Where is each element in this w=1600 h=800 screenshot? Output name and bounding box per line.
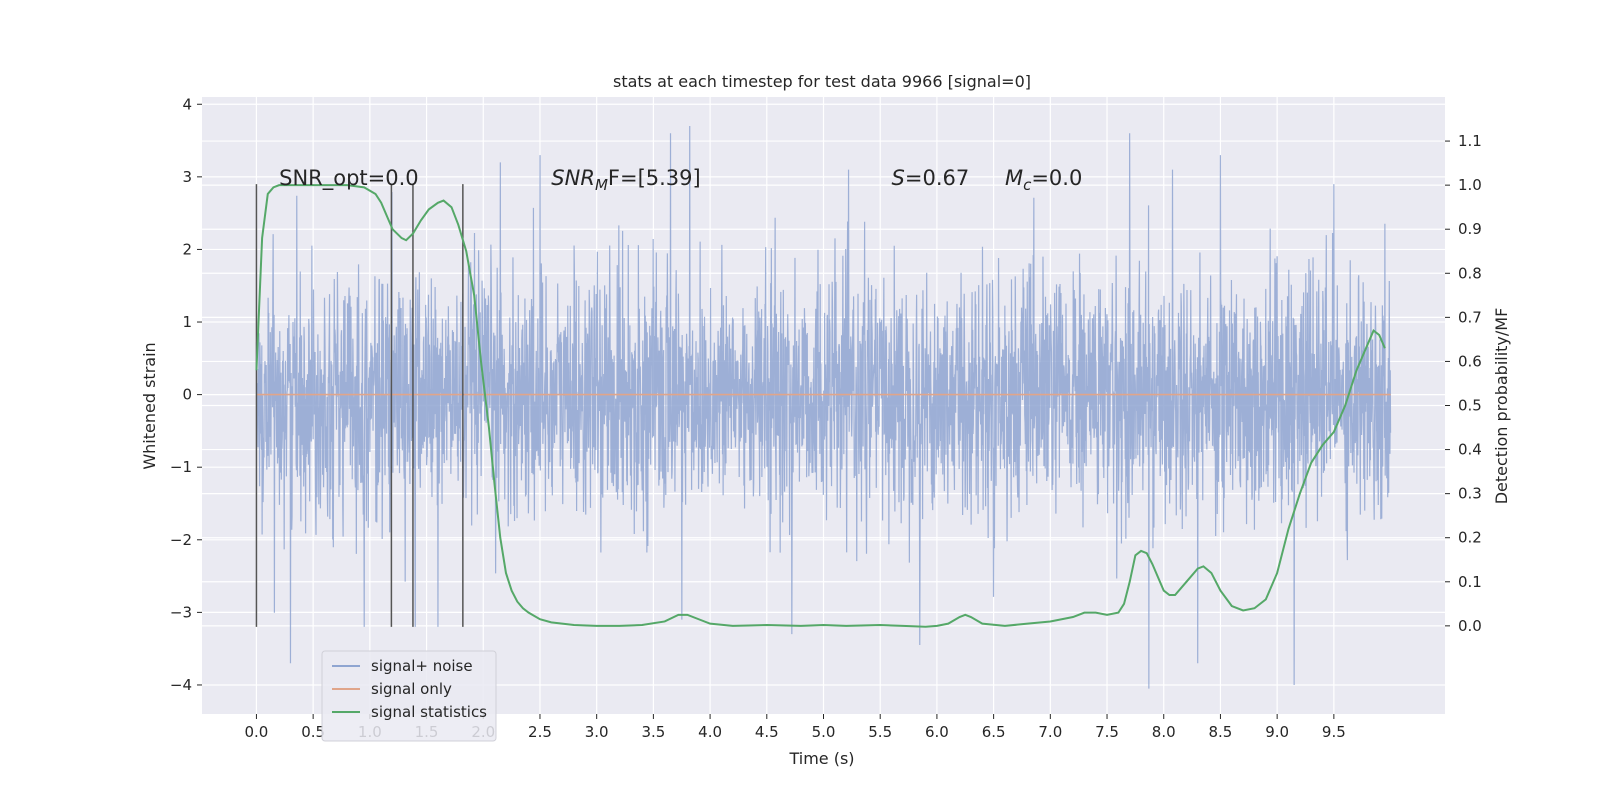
x-tick-label: 0.5: [301, 723, 325, 741]
y-right-tick-label: 1.1: [1458, 132, 1482, 150]
y-right-tick-label: 0.5: [1458, 397, 1482, 415]
annotation-3: Mc=0.0: [1005, 166, 1082, 194]
x-tick-label: 0.0: [245, 723, 269, 741]
y-right-tick-label: 0.7: [1458, 308, 1482, 326]
y-left-tick-label: 4: [182, 95, 192, 113]
x-tick-label: 7.0: [1038, 723, 1062, 741]
x-tick-label: 8.0: [1152, 723, 1176, 741]
chart-title: stats at each timestep for test data 996…: [613, 72, 1031, 91]
y-left-tick-label: 2: [182, 240, 192, 258]
annotation-0: SNR_opt=0.0: [279, 166, 419, 191]
x-tick-label: 8.5: [1209, 723, 1233, 741]
y-left-tick-label: 3: [182, 168, 192, 186]
y-right-tick-label: 0.4: [1458, 441, 1482, 459]
series-signal-plus-noise: [255, 126, 1392, 689]
annotation-1: SNRMF=[5.39]: [551, 166, 700, 194]
x-tick-label: 5.5: [868, 723, 892, 741]
plot-area: 0.00.51.01.52.02.53.03.54.04.55.05.56.06…: [170, 95, 1482, 742]
y-left-axis-label: Whitened strain: [140, 342, 159, 469]
y-right-tick-label: 0.0: [1458, 617, 1482, 635]
y-right-tick-label: 0.1: [1458, 573, 1482, 591]
y-left-tick-label: −4: [170, 676, 192, 694]
y-right-tick-label: 0.8: [1458, 264, 1482, 282]
legend-label: signal+ noise: [371, 657, 473, 675]
x-tick-label: 4.0: [698, 723, 722, 741]
legend-label: signal only: [371, 680, 452, 698]
x-tick-label: 6.5: [982, 723, 1006, 741]
annotation-2: S=0.67: [892, 166, 970, 190]
legend-box: [321, 650, 497, 742]
legend: signal+ noise signal only signal statistic…: [321, 650, 497, 742]
y-right-axis-label: Detection probability/MF: [1492, 308, 1511, 505]
y-left-tick-label: −1: [170, 458, 192, 476]
y-right-tick-label: 0.9: [1458, 220, 1482, 238]
x-tick-label: 5.0: [812, 723, 836, 741]
legend-label: signal statistics: [371, 703, 487, 721]
y-left-tick-label: −2: [170, 531, 192, 549]
x-tick-label: 9.0: [1265, 723, 1289, 741]
y-right-tick-label: 1.0: [1458, 176, 1482, 194]
series-signal-statistics: [255, 184, 1386, 628]
x-tick-label: 4.5: [755, 723, 779, 741]
x-tick-label: 9.5: [1322, 723, 1346, 741]
x-tick-label: 7.5: [1095, 723, 1119, 741]
y-left-tick-label: 1: [182, 313, 192, 331]
x-tick-label: 6.0: [925, 723, 949, 741]
y-right-tick-label: 0.3: [1458, 485, 1482, 503]
y-right-tick-label: 0.2: [1458, 529, 1482, 547]
x-tick-label: 2.5: [528, 723, 552, 741]
y-left-tick-label: −3: [170, 603, 192, 621]
x-axis-label: Time (s): [788, 749, 854, 768]
x-tick-label: 3.0: [585, 723, 609, 741]
y-left-tick-label: 0: [182, 386, 192, 404]
x-tick-label: 3.5: [641, 723, 665, 741]
y-right-tick-label: 0.6: [1458, 352, 1482, 370]
